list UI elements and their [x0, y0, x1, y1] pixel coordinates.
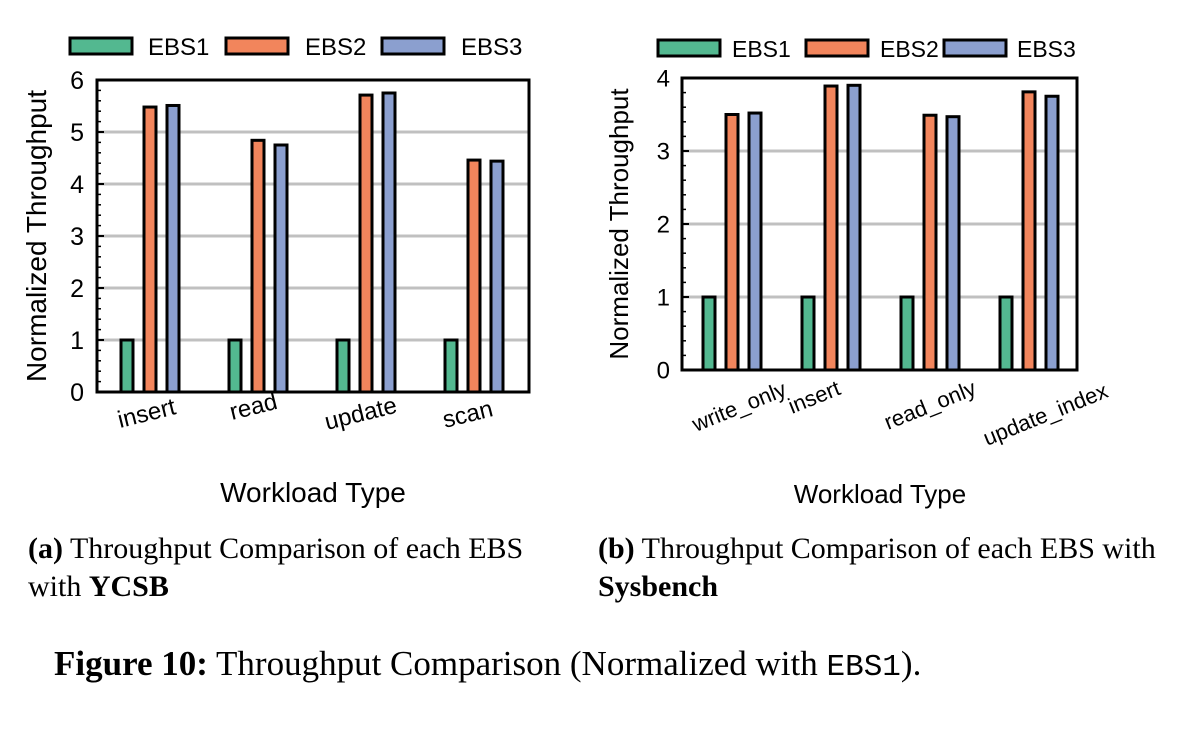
bar-b-ebs2-write-only: [724, 113, 740, 372]
plot-frame-a: [95, 78, 531, 394]
chart-a-svg: 0 1 2 3 4 5 6 insert read update scan Normalized Th…: [21, 34, 531, 508]
bar-b-ebs3-read-only: [945, 115, 961, 372]
figure-caption-text: Throughput Comparison (Normalized with: [207, 644, 827, 683]
x-category-label-b-1: insert: [785, 375, 844, 418]
legend-label-b-ebs1: EBS1: [732, 36, 791, 62]
y-tick-label-a-0: 0: [70, 379, 84, 407]
x-category-label-b-2: read_only: [881, 375, 980, 434]
bar-a-ebs1-update: [335, 338, 351, 394]
legend-swatch-b-ebs2: [804, 38, 870, 58]
y-tick-label-a-4: 4: [70, 171, 84, 199]
x-category-label-b-3: update_index: [980, 378, 1112, 451]
y-tick-label-b-0: 0: [657, 358, 670, 385]
y-tick-label-b-1: 1: [657, 285, 670, 312]
chart-a: 0 1 2 3 4 5 6 insert read update scan Normalized Th…: [0, 0, 560, 520]
figure-caption-label: Figure 10:: [54, 644, 208, 683]
y-axis-title-a: Normalized Throughput: [21, 90, 52, 382]
subcaption-a-bold: YCSB: [88, 570, 169, 603]
bar-b-ebs2-read-only: [922, 113, 938, 372]
y-tick-label-a-2: 2: [70, 275, 84, 303]
legend-swatch-a-ebs1: [68, 36, 134, 56]
legend-swatch-b-ebs3: [942, 38, 1008, 58]
x-axis-title-b: Workload Type: [794, 479, 966, 509]
figure-caption: Figure 10: Throughput Comparison (Normal…: [54, 644, 921, 685]
legend-label-b-ebs2: EBS2: [880, 36, 939, 62]
x-category-label-a-0: insert: [115, 393, 179, 433]
legend-label-a-ebs3: EBS3: [461, 34, 522, 61]
x-category-label-a-1: read: [227, 388, 280, 426]
bar-a-ebs2-read: [250, 138, 266, 394]
bar-a-ebs1-insert: [119, 338, 135, 394]
bar-a-ebs3-scan: [489, 159, 505, 394]
x-category-label-a-2: update: [322, 392, 400, 436]
subcaption-b: (b) Throughput Comparison of each EBS wi…: [598, 530, 1158, 606]
subcaption-a-label: (a): [28, 532, 63, 565]
bar-b-ebs3-insert: [846, 83, 862, 372]
bar-b-ebs2-insert: [823, 84, 839, 372]
subcaption-b-bold: Sysbench: [598, 570, 719, 603]
bar-a-ebs1-scan: [443, 338, 459, 394]
bar-a-ebs2-insert: [142, 105, 158, 394]
legend-label-a-ebs1: EBS1: [148, 34, 209, 61]
figure-caption-end: ).: [900, 644, 922, 683]
chart-b: 0 1 2 3 4 write_only insert read_only update_ind…: [596, 0, 1198, 520]
x-category-label-b-0: write_only: [688, 376, 790, 437]
y-tick-label-a-1: 1: [70, 327, 84, 355]
figure-caption-mono: EBS1: [826, 650, 901, 685]
legend-swatch-a-ebs2: [224, 36, 290, 56]
subcaption-a: (a) Throughput Comparison of each EBS wi…: [28, 530, 568, 606]
bar-b-ebs1-insert: [800, 295, 816, 372]
bar-a-ebs1-read: [227, 338, 243, 394]
y-axis-title-b: Normalized Throughput: [604, 88, 634, 360]
bar-a-ebs3-update: [381, 91, 397, 394]
subcaption-b-label: (b): [598, 532, 635, 565]
bar-b-ebs2-update-index: [1021, 90, 1037, 372]
x-axis-title-a: Workload Type: [220, 477, 406, 508]
bar-b-ebs3-write-only: [747, 111, 763, 372]
subcaption-a-text: Throughput Comparison of each EBS with: [28, 532, 524, 603]
bar-b-ebs3-update-index: [1044, 94, 1060, 372]
legend-swatch-a-ebs3: [380, 36, 446, 56]
y-tick-label-b-4: 4: [657, 66, 670, 93]
bar-b-ebs1-write-only: [701, 295, 717, 372]
bar-a-ebs3-insert: [165, 103, 181, 394]
bar-b-ebs1-read-only: [899, 295, 915, 372]
x-category-label-a-3: scan: [440, 395, 496, 433]
bar-a-ebs2-update: [358, 93, 374, 394]
legend-label-a-ebs2: EBS2: [305, 34, 366, 61]
y-tick-label-a-5: 5: [70, 119, 84, 147]
y-tick-label-a-6: 6: [70, 67, 84, 95]
legend-swatch-b-ebs1: [656, 38, 722, 58]
y-tick-label-b-2: 2: [657, 212, 670, 239]
subcaption-b-text: Throughput Comparison of each EBS with: [634, 532, 1156, 565]
bar-b-ebs1-update-index: [998, 295, 1014, 372]
plot-frame-b: [680, 76, 1079, 372]
y-tick-label-a-3: 3: [70, 223, 84, 251]
bar-a-ebs2-scan: [466, 158, 482, 394]
y-tick-label-b-3: 3: [657, 139, 670, 166]
legend-label-b-ebs3: EBS3: [1017, 36, 1076, 62]
bar-a-ebs3-read: [273, 143, 289, 394]
